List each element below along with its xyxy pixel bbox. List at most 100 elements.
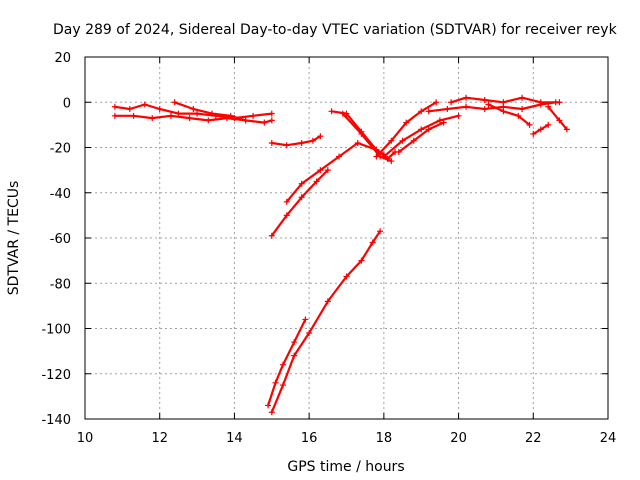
data-point — [463, 94, 470, 101]
data-point — [556, 117, 563, 124]
x-axis-title: GPS time / hours — [287, 459, 404, 475]
data-point — [111, 103, 118, 110]
y-tick-label: -120 — [41, 368, 71, 383]
data-point — [336, 153, 343, 160]
data-point — [328, 108, 335, 115]
data-point — [545, 121, 552, 128]
data-point — [283, 142, 290, 149]
x-tick-label: 20 — [450, 431, 467, 446]
data-point — [324, 167, 331, 174]
x-tick-label: 22 — [525, 431, 542, 446]
series-arc-9 — [373, 99, 440, 160]
data-point — [425, 108, 432, 115]
x-tick-label: 18 — [376, 431, 393, 446]
series-arc-10 — [380, 112, 462, 160]
data-point — [369, 239, 376, 246]
data-point — [141, 101, 148, 108]
series-arc-17 — [268, 228, 384, 416]
y-tick-label: -60 — [50, 232, 71, 247]
data-point — [268, 110, 275, 117]
data-point — [149, 115, 156, 122]
data-point — [399, 137, 406, 144]
data-point — [556, 99, 563, 106]
series-line — [113, 114, 273, 124]
series-arc-3 — [171, 99, 249, 124]
data-point — [343, 273, 350, 280]
data-point — [354, 139, 361, 146]
data-point — [130, 112, 137, 119]
data-point — [111, 112, 118, 119]
y-tick-label: -80 — [50, 277, 71, 292]
data-point — [418, 108, 425, 115]
data-point — [440, 119, 447, 126]
data-point — [481, 106, 488, 113]
data-point — [481, 96, 488, 103]
data-point — [265, 402, 272, 409]
series-line — [113, 103, 273, 120]
data-point — [339, 110, 346, 117]
data-point — [209, 110, 216, 117]
data-point — [377, 228, 384, 235]
data-point — [302, 316, 309, 323]
data-point — [272, 379, 279, 386]
data-point — [425, 126, 432, 133]
series-line — [285, 141, 397, 203]
data-point — [126, 106, 133, 113]
data-point — [227, 112, 234, 119]
data-point — [291, 352, 298, 359]
series-arc-11 — [395, 119, 447, 156]
data-point — [410, 137, 417, 144]
data-point — [358, 130, 365, 137]
series-arc-1 — [111, 101, 275, 122]
y-axis-title: SDTVAR / TECUs — [6, 181, 22, 296]
data-point — [433, 99, 440, 106]
x-tick-label: 14 — [226, 431, 243, 446]
data-point — [250, 112, 257, 119]
data-point — [545, 103, 552, 110]
data-point — [175, 110, 182, 117]
data-point — [563, 126, 570, 133]
data-point — [463, 103, 470, 110]
series-arc-18 — [265, 316, 309, 409]
data-point — [373, 153, 380, 160]
y-tick-label: -100 — [41, 323, 71, 338]
series-arc-13 — [448, 94, 563, 106]
chart-title: Day 289 of 2024, Sidereal Day-to-day VTE… — [53, 22, 618, 38]
data-point — [268, 232, 275, 239]
data-point — [436, 117, 443, 124]
data-point — [291, 339, 298, 346]
data-point — [537, 126, 544, 133]
data-point — [268, 117, 275, 124]
data-point — [537, 99, 544, 106]
x-tick-label: 12 — [151, 431, 168, 446]
grid-layer — [85, 57, 608, 419]
data-point — [444, 106, 451, 113]
data-point — [485, 101, 492, 108]
data-point — [167, 112, 174, 119]
series-line — [341, 112, 393, 163]
data-point — [515, 112, 522, 119]
data-point — [530, 130, 537, 137]
y-tick-label: -140 — [41, 413, 71, 428]
data-point — [283, 198, 290, 205]
data-point — [186, 115, 193, 122]
series-arc-5 — [268, 167, 331, 239]
data-point — [448, 99, 455, 106]
series-arc-4 — [268, 133, 324, 149]
data-point — [298, 180, 305, 187]
data-point — [380, 153, 387, 160]
data-point — [298, 194, 305, 201]
data-point — [279, 361, 286, 368]
series-line — [397, 121, 445, 154]
data-point — [324, 298, 331, 305]
data-point — [500, 108, 507, 115]
data-point — [500, 99, 507, 106]
y-tick-label: 20 — [54, 51, 71, 66]
x-tick-label: 24 — [600, 431, 617, 446]
y-tick-label: -20 — [50, 142, 71, 157]
data-point — [306, 330, 313, 337]
data-point — [242, 117, 249, 124]
data-point — [298, 139, 305, 146]
data-point — [395, 149, 402, 156]
